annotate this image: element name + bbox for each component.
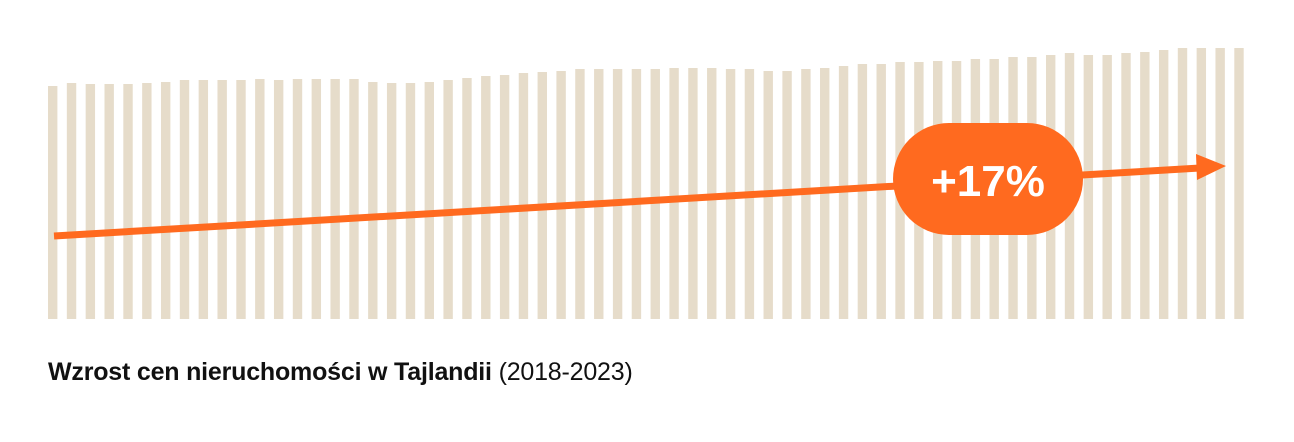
bar-33 (669, 68, 679, 319)
bar-4 (123, 84, 133, 319)
bar-21 (443, 80, 453, 319)
bar-57 (1121, 53, 1131, 319)
bar-27 (556, 71, 566, 319)
bar-10 (236, 80, 246, 319)
trend-arrow-head (1196, 154, 1226, 180)
bar-56 (1102, 55, 1112, 319)
bar-0 (48, 86, 58, 319)
bar-24 (499, 75, 510, 319)
bar-chart: +17% (48, 48, 1244, 319)
bar-5 (142, 83, 152, 319)
bar-13 (292, 79, 303, 319)
bar-6 (160, 82, 171, 319)
bar-34 (688, 68, 698, 319)
chart-title: Wzrost cen nieruchomości w Tajlandii (48, 358, 492, 386)
change-badge-background (893, 123, 1083, 235)
bar-58 (1140, 52, 1150, 319)
bar-59 (1158, 50, 1169, 319)
bar-11 (255, 79, 265, 319)
bar-55 (1083, 55, 1094, 319)
bar-12 (273, 80, 284, 319)
bar-44 (876, 64, 886, 319)
bar-23 (481, 76, 491, 319)
bar-1 (66, 83, 77, 319)
bar-3 (104, 84, 114, 319)
bar-9 (217, 80, 227, 319)
bar-14 (311, 79, 322, 319)
bar-26 (537, 72, 547, 319)
bar-7 (179, 80, 190, 319)
bar-20 (424, 82, 434, 319)
bar-28 (575, 69, 585, 319)
bar-63 (1234, 48, 1244, 319)
bar-29 (594, 69, 604, 319)
chart-caption: Wzrost cen nieruchomości w Tajlandii (20… (48, 358, 633, 387)
bar-30 (612, 69, 623, 319)
bar-60 (1177, 48, 1188, 319)
chart-subtitle: (2018-2023) (498, 358, 633, 386)
bar-18 (386, 83, 397, 319)
bar-15 (330, 79, 340, 319)
bar-17 (368, 82, 378, 319)
bar-32 (650, 69, 660, 319)
bar-22 (462, 78, 472, 319)
bar-16 (349, 79, 359, 319)
bar-2 (85, 84, 96, 319)
bar-8 (198, 80, 209, 319)
bar-25 (518, 73, 529, 319)
bar-19 (405, 83, 416, 319)
bar-61 (1196, 48, 1207, 319)
change-badge-label: +17% (931, 157, 1045, 206)
change-badge: +17% (893, 123, 1083, 235)
bar-31 (631, 69, 642, 319)
bar-62 (1215, 48, 1225, 319)
